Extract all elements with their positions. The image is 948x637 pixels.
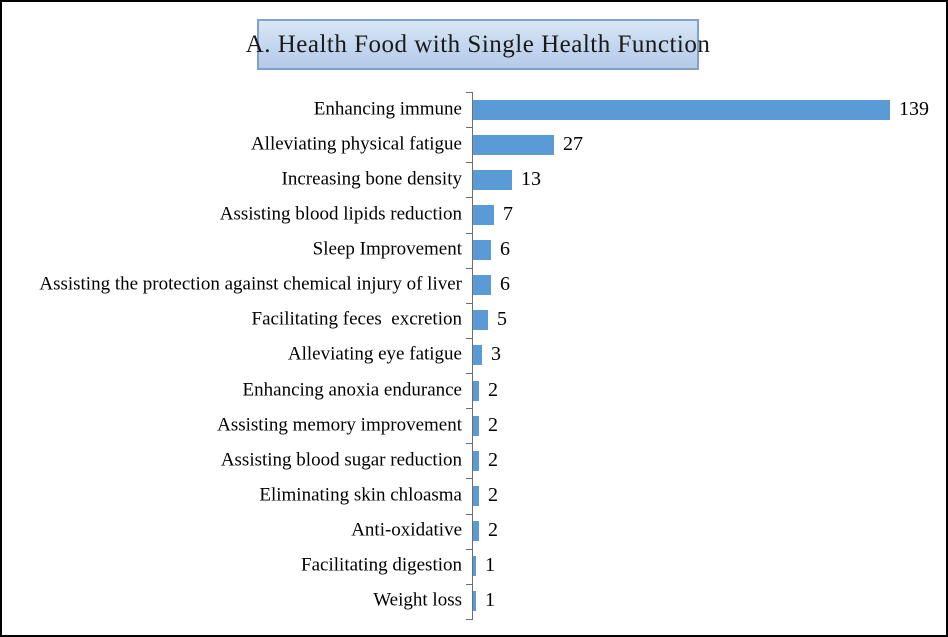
bar [473, 310, 488, 331]
axis-tick [466, 127, 473, 128]
value-label: 1 [485, 589, 495, 612]
value-label: 139 [899, 97, 929, 120]
bar [473, 591, 476, 612]
axis-tick [466, 268, 473, 269]
category-label: Facilitating feces excretion [251, 308, 463, 330]
bar [473, 485, 479, 506]
axis-tick [466, 549, 473, 550]
value-label: 3 [491, 343, 501, 366]
value-label: 2 [488, 519, 498, 542]
category-label: Alleviating physical fatigue [250, 133, 462, 155]
bar [473, 450, 479, 471]
value-label: 7 [503, 202, 513, 225]
value-label: 2 [488, 484, 498, 507]
axis-tick [466, 233, 473, 234]
axis-tick [466, 584, 473, 585]
category-label: Enhancing anoxia endurance [242, 379, 462, 401]
category-label: Assisting blood sugar reduction [220, 449, 462, 471]
chart-title-box: A. Health Food with Single Health Functi… [246, 19, 710, 70]
category-axis-line [472, 92, 473, 619]
category-label: Eliminating skin chloasma [259, 484, 462, 506]
bar [473, 99, 890, 120]
category-label: Sleep Improvement [312, 238, 462, 260]
axis-tick [466, 443, 473, 444]
axis-tick [466, 303, 473, 304]
category-label: Increasing bone density [281, 168, 462, 190]
bar [473, 380, 479, 401]
bar [473, 240, 491, 261]
axis-tick [466, 338, 473, 339]
value-label: 2 [488, 378, 498, 401]
category-label: Alleviating eye fatigue [287, 344, 462, 366]
bar [473, 169, 512, 190]
axis-tick [466, 373, 473, 374]
value-label: 2 [488, 448, 498, 471]
category-label: Enhancing immune [313, 98, 462, 120]
bar [473, 521, 479, 542]
value-label: 13 [521, 167, 541, 190]
bar [473, 134, 554, 155]
category-label: Anti-oxidative [351, 519, 462, 541]
chart-title: A. Health Food with Single Health Functi… [245, 30, 711, 58]
bar [473, 275, 491, 296]
axis-tick [466, 197, 473, 198]
axis-tick [466, 162, 473, 163]
value-label: 2 [488, 413, 498, 436]
value-label: 5 [497, 308, 507, 331]
category-label: Facilitating digestion [301, 554, 462, 576]
category-label: Assisting the protection against chemica… [39, 273, 462, 295]
category-label: Assisting blood lipids reduction [219, 203, 462, 225]
bar [473, 556, 476, 577]
bar [473, 204, 494, 225]
axis-tick [466, 514, 473, 515]
value-label: 6 [500, 273, 510, 296]
bar [473, 345, 482, 366]
value-label: 1 [485, 554, 495, 577]
category-label: Weight loss [373, 589, 462, 611]
axis-tick [466, 478, 473, 479]
value-label: 6 [500, 238, 510, 261]
axis-tick [466, 619, 473, 620]
bar [473, 415, 479, 436]
axis-tick [466, 92, 473, 93]
axis-tick [466, 408, 473, 409]
category-label: Assisting memory improvement [217, 414, 462, 436]
value-label: 27 [563, 132, 583, 155]
